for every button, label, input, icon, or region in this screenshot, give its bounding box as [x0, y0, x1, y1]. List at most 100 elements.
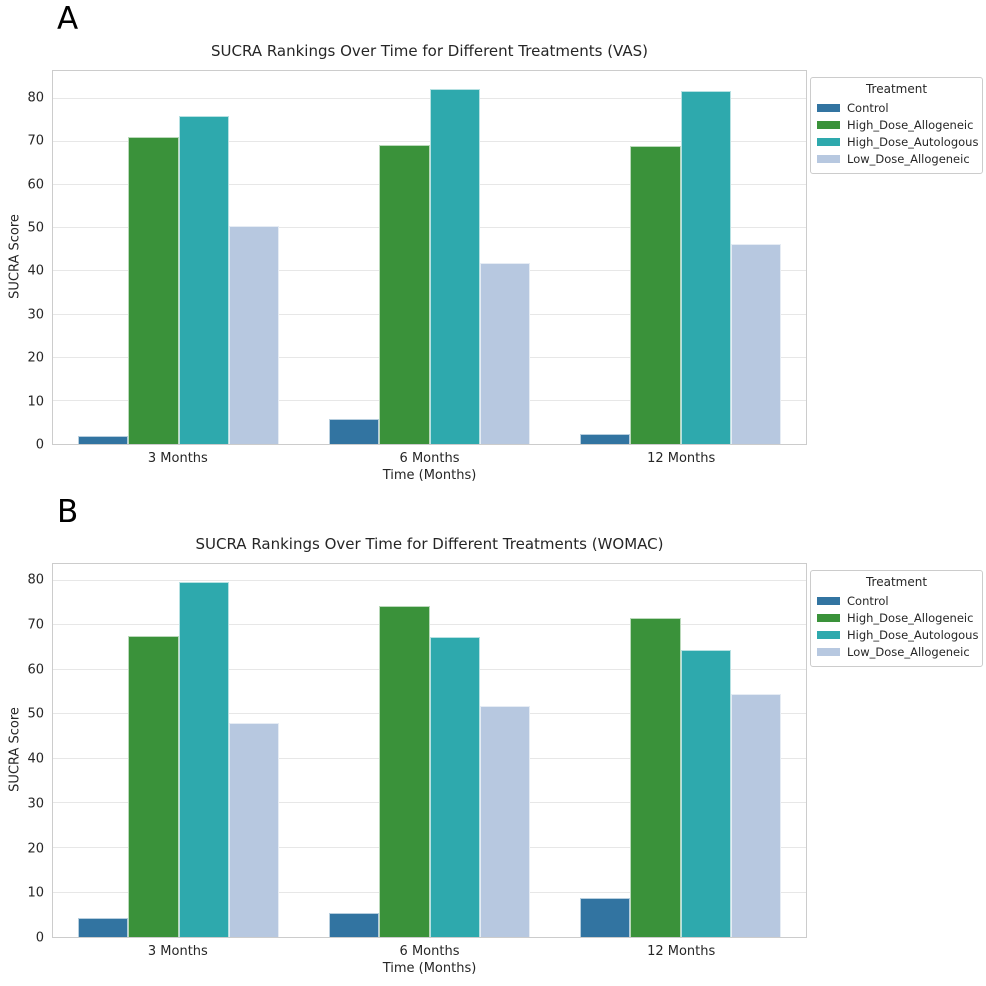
bar-control	[78, 435, 129, 444]
legend-title: Treatment	[865, 82, 928, 96]
bar-control	[329, 912, 380, 937]
y-tick-label: 10	[27, 885, 44, 901]
legend-items: Control High_Dose_Allogeneic High_Dose_Aut…	[817, 592, 979, 660]
bar-group	[304, 71, 555, 444]
x-tick-labels: 3 Months 6 Months 12 Months	[52, 451, 807, 466]
bar-group	[304, 564, 555, 937]
bar-high_dose_autologous	[680, 650, 731, 937]
legend-label: Control	[847, 100, 889, 115]
y-tick-label: 20	[27, 841, 44, 857]
legend-swatch-icon	[817, 154, 840, 163]
y-tick-label: 70	[27, 617, 44, 633]
y-tick-label: 30	[27, 796, 44, 812]
x-axis-label: Time (Months)	[382, 961, 477, 976]
legend-items: Control High_Dose_Allogeneic High_Dose_Aut…	[817, 99, 979, 167]
x-tick-label: 3 Months	[147, 944, 208, 959]
y-tick-label: 70	[27, 133, 44, 149]
legend: Treatment Control High_Dose_Allogeneic Hig…	[810, 77, 983, 174]
legend-item: High_Dose_Allogeneic	[817, 609, 976, 626]
legend-swatch-icon	[817, 103, 840, 112]
legend-title: Treatment	[865, 575, 928, 589]
legend-item: High_Dose_Autologous	[817, 626, 979, 643]
y-tick-label: 0	[35, 930, 44, 946]
x-tick-label: 12 Months	[647, 944, 716, 959]
legend-swatch-icon	[817, 137, 840, 146]
x-tick-label: 12 Months	[647, 451, 716, 466]
bar-high_dose_allogeneic	[379, 144, 430, 444]
legend-item: Control	[817, 99, 976, 116]
gridline	[53, 579, 806, 581]
chart-panel-womac: B SUCRA Rankings Over Time for Different…	[0, 493, 986, 986]
gridline	[53, 624, 806, 626]
x-tick-label: 6 Months	[399, 451, 460, 466]
legend-swatch-icon	[817, 596, 840, 605]
x-tick-label: 3 Months	[147, 451, 208, 466]
bar-high_dose_allogeneic	[379, 605, 430, 937]
y-tick-label: 0	[35, 437, 44, 453]
chart-title: SUCRA Rankings Over Time for Different T…	[211, 42, 648, 60]
bar-groups	[53, 71, 806, 444]
bar-control	[329, 418, 380, 444]
y-tick-label: 60	[27, 177, 44, 193]
x-tick-labels: 3 Months 6 Months 12 Months	[52, 944, 807, 959]
y-tick-label: 80	[27, 90, 44, 106]
bar-control	[580, 434, 631, 444]
legend-label: High_Dose_Allogeneic	[847, 610, 974, 625]
legend-swatch-icon	[817, 613, 840, 622]
x-axis-label: Time (Months)	[382, 468, 477, 483]
legend: Treatment Control High_Dose_Allogeneic Hig…	[810, 570, 983, 667]
y-tick-label: 30	[27, 307, 44, 323]
legend-label: Low_Dose_Allogeneic	[847, 151, 970, 166]
bar-low_dose_allogeneic	[730, 244, 781, 444]
bar-high_dose_autologous	[178, 115, 229, 444]
bar-control	[78, 917, 129, 937]
y-tick-label: 50	[27, 220, 44, 236]
bar-high_dose_allogeneic	[630, 145, 681, 444]
panel-letter: A	[57, 1, 79, 37]
bar-group	[555, 564, 806, 937]
bar-low_dose_allogeneic	[730, 693, 781, 937]
bar-group	[555, 71, 806, 444]
y-tick-labels: 0 10 20 30 40 50 60 70 80	[0, 70, 44, 451]
bar-high_dose_allogeneic	[128, 136, 179, 444]
panel-letter: B	[57, 494, 79, 530]
bar-low_dose_allogeneic	[479, 262, 530, 444]
bar-group	[53, 71, 304, 444]
y-tick-label: 50	[27, 706, 44, 722]
legend-label: Control	[847, 593, 889, 608]
y-tick-labels: 0 10 20 30 40 50 60 70 80	[0, 563, 44, 945]
y-tick-label: 80	[27, 572, 44, 588]
plot-area	[52, 70, 807, 445]
bar-groups	[53, 564, 806, 937]
bar-low_dose_allogeneic	[479, 706, 530, 937]
legend-swatch-icon	[817, 120, 840, 129]
bar-control	[580, 897, 631, 937]
y-tick-label: 10	[27, 394, 44, 410]
legend-item: Low_Dose_Allogeneic	[817, 150, 976, 167]
bar-high_dose_autologous	[429, 636, 480, 937]
legend-label: High_Dose_Allogeneic	[847, 117, 974, 132]
legend-swatch-icon	[817, 647, 840, 656]
legend-label: High_Dose_Autologous	[847, 134, 979, 149]
bar-high_dose_autologous	[680, 91, 731, 444]
chart-panel-vas: A SUCRA Rankings Over Time for Different…	[0, 1, 983, 483]
chart-title: SUCRA Rankings Over Time for Different T…	[195, 535, 664, 553]
legend-label: Low_Dose_Allogeneic	[847, 644, 970, 659]
plot-area	[52, 563, 807, 938]
y-tick-label: 40	[27, 751, 44, 767]
legend-item: Control	[817, 592, 976, 609]
legend-swatch-icon	[817, 630, 840, 639]
bar-high_dose_allogeneic	[630, 618, 681, 937]
legend-item: High_Dose_Autologous	[817, 133, 979, 150]
x-tick-label: 6 Months	[399, 944, 460, 959]
legend-item: Low_Dose_Allogeneic	[817, 643, 976, 660]
legend-item: High_Dose_Allogeneic	[817, 116, 976, 133]
bar-low_dose_allogeneic	[228, 723, 279, 937]
y-tick-label: 20	[27, 350, 44, 366]
bar-group	[53, 564, 304, 937]
legend-label: High_Dose_Autologous	[847, 627, 979, 642]
y-tick-label: 40	[27, 263, 44, 279]
bar-high_dose_allogeneic	[128, 635, 179, 937]
bar-high_dose_autologous	[178, 581, 229, 937]
